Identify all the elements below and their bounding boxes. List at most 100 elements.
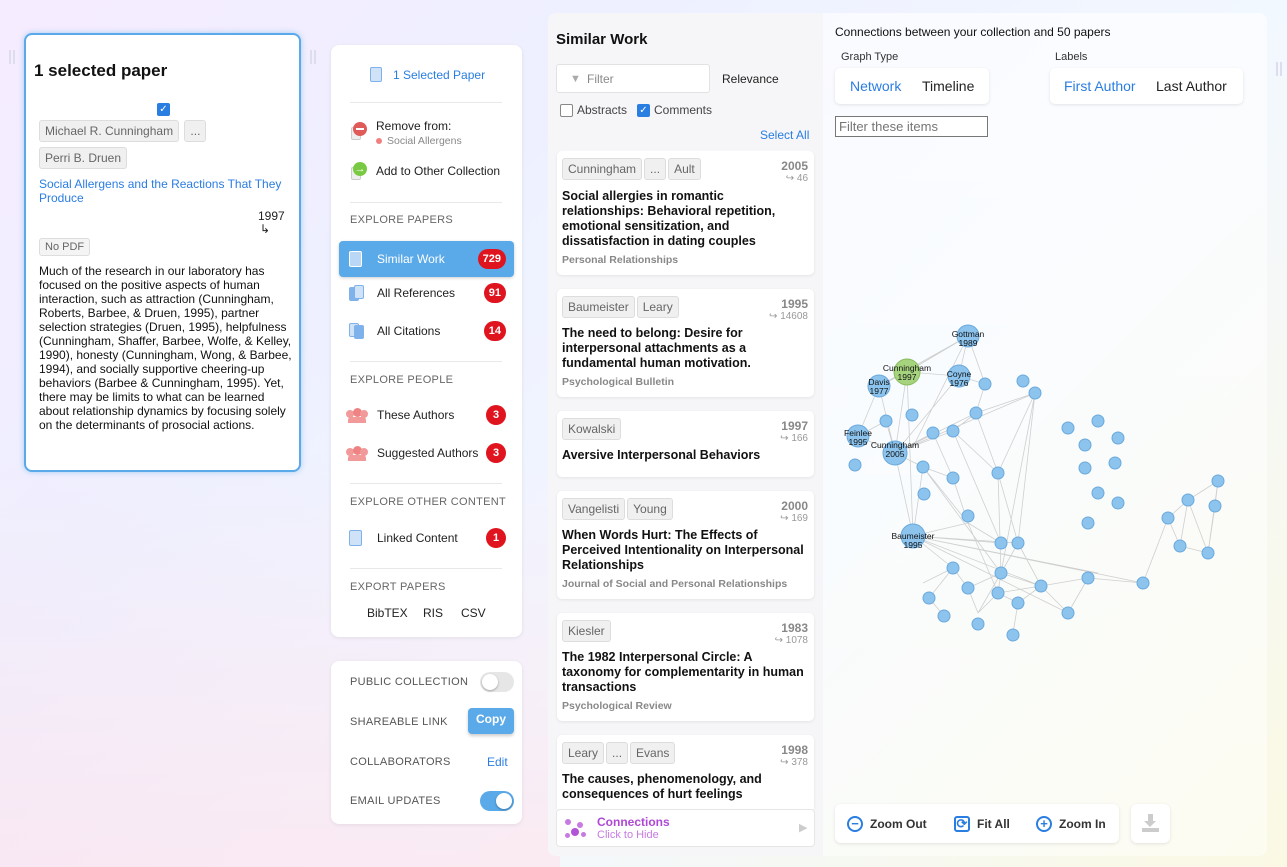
graph-node[interactable] — [1081, 516, 1095, 530]
export-bibtex-button[interactable]: BibTEX — [367, 606, 408, 620]
paper-title[interactable]: Social allergies in romantic relationshi… — [562, 189, 776, 248]
paper-card[interactable]: Cunningham... Ault 2005 ↪ 46 Social aller… — [557, 151, 814, 275]
graph-node[interactable] — [1034, 579, 1048, 593]
graph-node[interactable] — [1061, 606, 1075, 620]
graph-node[interactable] — [1181, 493, 1195, 507]
remove-from-label[interactable]: Remove from: — [376, 119, 452, 133]
fit-all-button[interactable]: Fit All — [977, 817, 1010, 831]
graph-node[interactable] — [1111, 496, 1125, 510]
author-more-chip[interactable]: ... — [184, 120, 207, 142]
graph-node[interactable] — [1081, 571, 1095, 585]
left-resize-grip[interactable] — [9, 50, 15, 64]
paper-title[interactable]: When Words Hurt: The Effects of Perceive… — [562, 528, 804, 572]
graph-node[interactable] — [1201, 546, 1215, 560]
author-chip[interactable]: Ault — [668, 158, 701, 180]
graph-node[interactable] — [946, 471, 960, 485]
graph-node[interactable] — [867, 374, 891, 398]
sort-select[interactable]: Relevance — [722, 72, 779, 86]
paper-title[interactable]: The 1982 Interpersonal Circle: A taxonom… — [562, 650, 804, 694]
paper-title[interactable]: The causes, phenomenology, and consequen… — [562, 772, 762, 801]
graph-node[interactable] — [1011, 596, 1025, 610]
public-collection-toggle[interactable] — [480, 672, 514, 692]
graph-node[interactable] — [1091, 414, 1105, 428]
zoom-out-button[interactable]: Zoom Out — [870, 817, 927, 831]
graph-node[interactable] — [846, 424, 870, 448]
graph-node[interactable] — [947, 364, 971, 388]
paper-card[interactable]: Kowalski 1997 ↪ 166 Aversive Interperson… — [557, 411, 814, 477]
comments-checkbox[interactable]: ✓ — [637, 104, 650, 117]
graph-node[interactable] — [879, 414, 893, 428]
author-chip[interactable]: Evans — [630, 742, 676, 764]
graph-node[interactable] — [905, 408, 919, 422]
fit-all-icon[interactable]: ⟳ — [954, 816, 970, 832]
author-chip[interactable]: Kiesler — [562, 620, 611, 642]
paper-checkbox[interactable]: ✓ — [157, 103, 170, 116]
network-graph[interactable]: Gottman 1989 Cunningham 1997 Davis 1977 … — [823, 13, 1267, 793]
email-updates-toggle[interactable] — [480, 791, 514, 811]
graph-node[interactable] — [956, 324, 980, 348]
graph-node[interactable] — [969, 406, 983, 420]
graph-node[interactable] — [1006, 628, 1020, 642]
zoom-out-icon[interactable]: − — [847, 816, 863, 832]
remove-icon[interactable] — [351, 122, 367, 140]
graph-node[interactable] — [916, 460, 930, 474]
graph-node[interactable] — [1136, 576, 1150, 590]
list-filter-input[interactable]: ▼ Filter — [556, 64, 710, 93]
graph-node[interactable] — [1208, 499, 1222, 513]
timeline-tab[interactable]: Timeline — [922, 78, 975, 94]
graph-node[interactable] — [922, 591, 936, 605]
suggested-authors-item[interactable]: Suggested Authors 3 — [339, 435, 514, 471]
network-tab[interactable]: Network — [850, 78, 902, 94]
graph-node[interactable] — [1161, 511, 1175, 525]
graph-node[interactable] — [961, 581, 975, 595]
graph-node-selected[interactable] — [893, 358, 921, 386]
graph-node[interactable] — [1108, 456, 1122, 470]
graph-node[interactable] — [978, 377, 992, 391]
author-chip[interactable]: Leary — [562, 742, 605, 764]
author-chip[interactable]: Perri B. Druen — [39, 147, 128, 169]
graph-node[interactable] — [994, 566, 1008, 580]
export-csv-button[interactable]: CSV — [461, 606, 486, 620]
graph-node[interactable] — [1173, 539, 1187, 553]
author-more-chip[interactable]: ... — [606, 742, 629, 764]
graph-node[interactable] — [991, 586, 1005, 600]
last-author-tab[interactable]: Last Author — [1156, 78, 1227, 94]
linked-content-item[interactable]: Linked Content 1 — [339, 520, 514, 556]
graph-node[interactable] — [1061, 421, 1075, 435]
paper-title[interactable]: Aversive Interpersonal Behaviors — [562, 448, 761, 462]
pdf-badge[interactable]: No PDF — [39, 238, 91, 256]
graph-node[interactable] — [1078, 461, 1092, 475]
graph-node[interactable] — [900, 523, 926, 549]
zoom-in-button[interactable]: Zoom In — [1059, 817, 1106, 831]
author-chip[interactable]: Kowalski — [562, 418, 622, 440]
zoom-in-icon[interactable]: + — [1036, 816, 1052, 832]
paper-card[interactable]: Kiesler 1983 ↪ 1078 The 1982 Interperson… — [557, 613, 814, 721]
author-chip[interactable]: Michael R. Cunningham — [39, 120, 180, 142]
graph-node[interactable] — [1078, 438, 1092, 452]
paper-card[interactable]: Baumeister Leary 1995 ↪ 14608 The need to… — [557, 289, 814, 397]
panel-resize-grip[interactable] — [310, 50, 316, 64]
all-references-item[interactable]: All References 91 — [339, 275, 514, 311]
copy-link-button[interactable]: Copy — [468, 708, 514, 734]
add-other-collection-button[interactable]: Add to Other Collection — [376, 164, 501, 178]
author-chip[interactable]: Baumeister — [562, 296, 635, 318]
graph-node[interactable] — [991, 466, 1005, 480]
graph-node[interactable] — [1211, 474, 1225, 488]
graph-node[interactable] — [848, 458, 862, 472]
download-button[interactable] — [1131, 804, 1170, 843]
graph-node[interactable] — [994, 536, 1008, 550]
right-resize-grip[interactable] — [1276, 62, 1282, 76]
add-collection-icon[interactable]: → — [351, 162, 367, 180]
graph-node[interactable] — [971, 617, 985, 631]
graph-node[interactable] — [1091, 486, 1105, 500]
graph-node[interactable] — [1028, 386, 1042, 400]
all-citations-item[interactable]: All Citations 14 — [339, 313, 514, 349]
these-authors-item[interactable]: These Authors 3 — [339, 397, 514, 433]
selected-paper-link[interactable]: 1 Selected Paper — [393, 68, 486, 82]
connections-toggle[interactable]: Connections Click to Hide ▶ — [556, 809, 815, 847]
author-more-chip[interactable]: ... — [644, 158, 667, 180]
graph-node[interactable] — [946, 561, 960, 575]
select-all-link[interactable]: Select All — [760, 128, 810, 142]
author-chip[interactable]: Vangelisti — [562, 498, 626, 520]
paper-title[interactable]: The need to belong: Desire for interpers… — [562, 326, 751, 370]
